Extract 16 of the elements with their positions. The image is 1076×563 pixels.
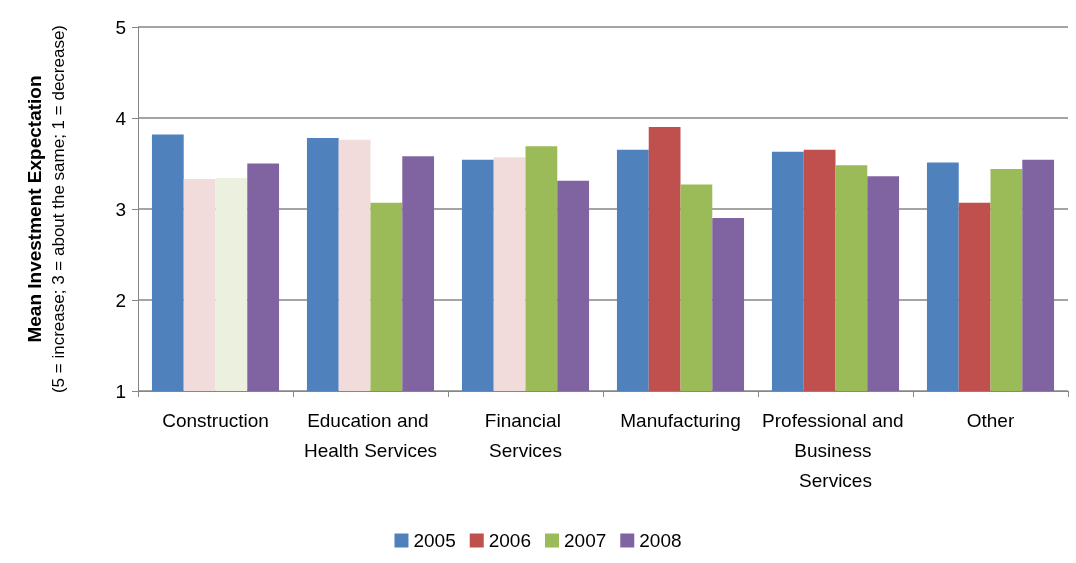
y-tick-label: 3 [115, 198, 126, 220]
x-tick-label: Education and Health Services [303, 409, 438, 461]
x-tick-label: Construction [162, 409, 269, 431]
x-tick-label: Financial Services [484, 409, 567, 461]
y-axis-title: Mean Investment Expectation (5 = increase; 3 = about the same; 1 = decrease) [23, 24, 68, 394]
y-tick-label: 5 [115, 16, 126, 38]
x-tick-label: Other [966, 409, 1015, 431]
legend-label: 2007 [564, 530, 607, 551]
legend-label: 2005 [413, 530, 456, 551]
legend-label: 2006 [488, 530, 532, 551]
legend-label: 2008 [639, 530, 682, 551]
y-tick-label: 4 [115, 107, 127, 129]
x-tick-label: Manufacturing [620, 409, 741, 431]
y-tick-label: 1 [115, 380, 126, 402]
y-tick-label: 2 [115, 289, 126, 311]
x-tick-label: Professional and Business Services [762, 409, 909, 491]
